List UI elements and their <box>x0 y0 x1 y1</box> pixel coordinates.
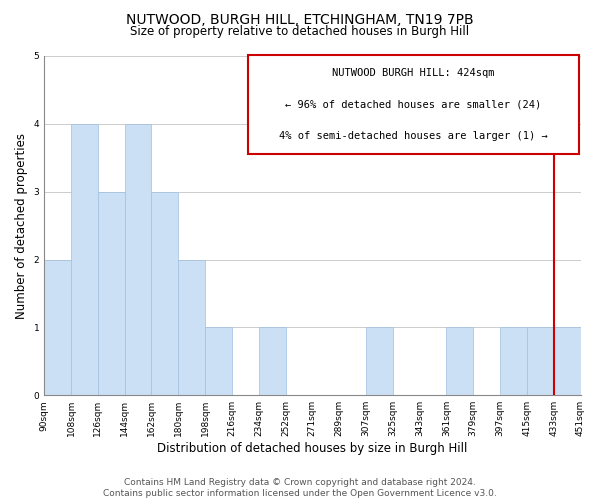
Bar <box>178 260 205 395</box>
Bar <box>71 124 98 395</box>
Text: ← 96% of detached houses are smaller (24): ← 96% of detached houses are smaller (24… <box>286 100 542 110</box>
Y-axis label: Number of detached properties: Number of detached properties <box>15 132 28 318</box>
Bar <box>125 124 151 395</box>
Bar <box>500 328 527 395</box>
Text: NUTWOOD, BURGH HILL, ETCHINGHAM, TN19 7PB: NUTWOOD, BURGH HILL, ETCHINGHAM, TN19 7P… <box>126 12 474 26</box>
Text: Size of property relative to detached houses in Burgh Hill: Size of property relative to detached ho… <box>130 25 470 38</box>
Bar <box>151 192 178 395</box>
Text: NUTWOOD BURGH HILL: 424sqm: NUTWOOD BURGH HILL: 424sqm <box>332 68 495 78</box>
Bar <box>554 328 581 395</box>
Bar <box>98 192 125 395</box>
Text: Contains HM Land Registry data © Crown copyright and database right 2024.
Contai: Contains HM Land Registry data © Crown c… <box>103 478 497 498</box>
X-axis label: Distribution of detached houses by size in Burgh Hill: Distribution of detached houses by size … <box>157 442 467 455</box>
Bar <box>259 328 286 395</box>
Bar <box>446 328 473 395</box>
Bar <box>205 328 232 395</box>
Bar <box>44 260 71 395</box>
Bar <box>366 328 393 395</box>
FancyBboxPatch shape <box>248 54 579 154</box>
Bar <box>527 328 554 395</box>
Text: 4% of semi-detached houses are larger (1) →: 4% of semi-detached houses are larger (1… <box>279 132 548 141</box>
